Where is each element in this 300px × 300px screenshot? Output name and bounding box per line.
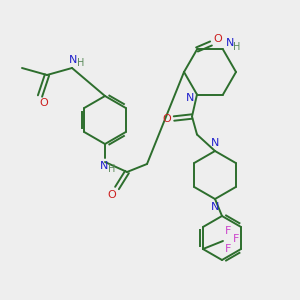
Text: H: H	[77, 58, 85, 68]
Text: N: N	[211, 138, 219, 148]
Text: O: O	[108, 190, 116, 200]
Text: F: F	[233, 234, 239, 244]
Text: O: O	[214, 34, 222, 44]
Text: H: H	[233, 43, 241, 52]
Text: N: N	[211, 202, 219, 212]
Text: F: F	[225, 244, 231, 254]
Text: N: N	[186, 92, 194, 103]
Text: H: H	[108, 164, 116, 174]
Text: F: F	[225, 226, 231, 236]
Text: O: O	[163, 113, 171, 124]
Text: N: N	[100, 161, 108, 171]
Text: O: O	[40, 98, 48, 108]
Text: N: N	[226, 38, 234, 49]
Text: N: N	[69, 55, 77, 65]
